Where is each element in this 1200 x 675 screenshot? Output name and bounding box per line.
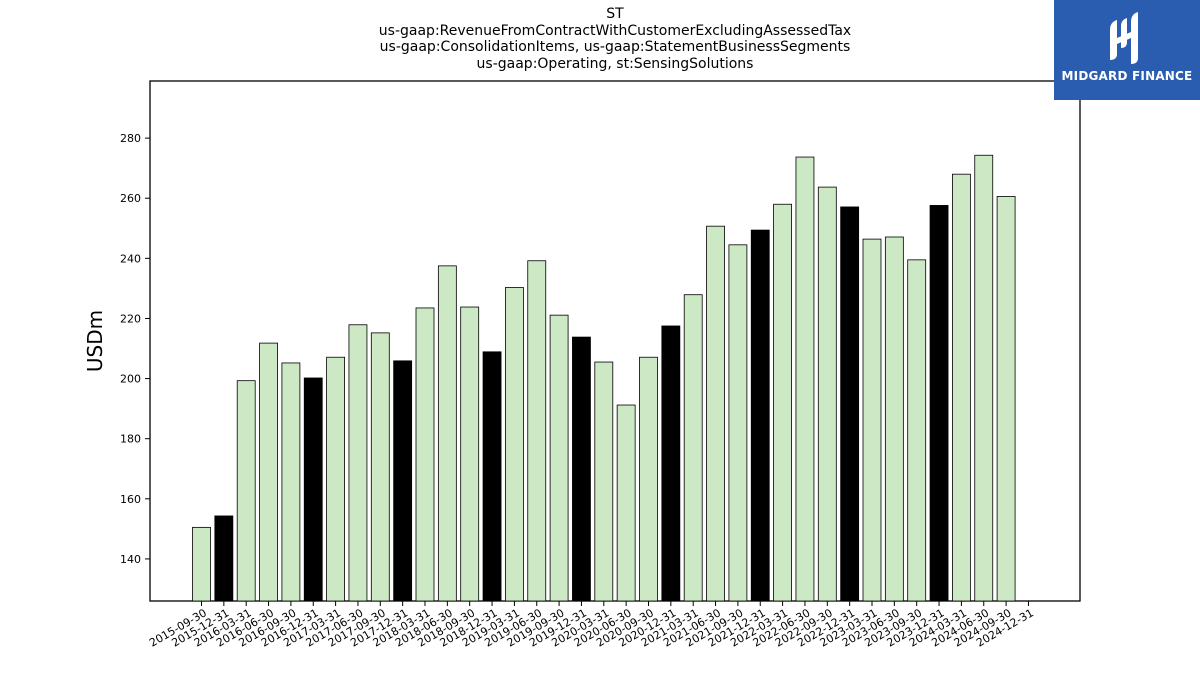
midgard-logo-icon (1110, 12, 1138, 64)
bar (996, 196, 1016, 602)
bar (974, 154, 994, 602)
chart-title-line: us-gaap:ConsolidationItems, us-gaap:Stat… (379, 39, 851, 55)
bar (370, 332, 390, 602)
bar (616, 404, 636, 602)
bar (572, 336, 591, 602)
bar (862, 238, 882, 602)
y-tick-label: 180 (120, 433, 141, 446)
bar (795, 156, 815, 602)
bar (683, 294, 703, 602)
bar (594, 361, 614, 602)
bar (706, 225, 725, 602)
y-tick-label: 140 (120, 553, 141, 566)
bar (549, 314, 569, 602)
plot-area (149, 80, 1081, 602)
chart-title: ST us-gaap:RevenueFromContractWithCustom… (115, 6, 1115, 72)
bar (437, 265, 457, 602)
bar (728, 244, 748, 602)
logo-text: MIDGARD FINANCE (1061, 69, 1193, 83)
bar (929, 205, 949, 602)
bar (214, 515, 234, 602)
y-tick-label: 260 (120, 192, 141, 205)
bar (482, 351, 502, 602)
y-tick-label: 200 (120, 373, 141, 386)
bar (236, 380, 256, 602)
y-axis-label: USDm (83, 310, 107, 372)
x-axis: 2015-09-302015-12-312016-03-312016-06-30… (147, 601, 1036, 650)
bar (192, 526, 211, 602)
chart-title-line: us-gaap:Operating, st:SensingSolutions (476, 55, 754, 72)
bar (281, 362, 301, 602)
bar (884, 236, 904, 602)
bar (326, 356, 346, 602)
bar (393, 360, 413, 602)
bar (259, 342, 278, 602)
bar (773, 203, 792, 602)
bar (639, 356, 658, 602)
bar (303, 377, 323, 602)
y-tick-label: 220 (120, 312, 141, 325)
chart-title-line: us-gaap:RevenueFromContractWithCustomerE… (378, 22, 852, 39)
bar (952, 173, 971, 602)
y-axis: 140 160 180 200 220 240 260 280 (120, 132, 150, 566)
bar (415, 307, 435, 602)
bar (907, 259, 927, 602)
bar (460, 306, 480, 602)
bar (750, 229, 770, 602)
bar (661, 325, 681, 602)
bar (504, 287, 524, 602)
y-tick-label: 240 (120, 252, 141, 265)
bar (348, 324, 368, 602)
y-tick-label: 160 (120, 493, 141, 506)
bar (817, 186, 837, 602)
bar-series (192, 154, 1016, 602)
brand-logo: MIDGARD FINANCE (1054, 0, 1200, 100)
y-tick-label: 280 (120, 132, 141, 145)
chart-title-line: ST (606, 6, 624, 22)
bar (527, 260, 547, 602)
bar (840, 206, 860, 602)
